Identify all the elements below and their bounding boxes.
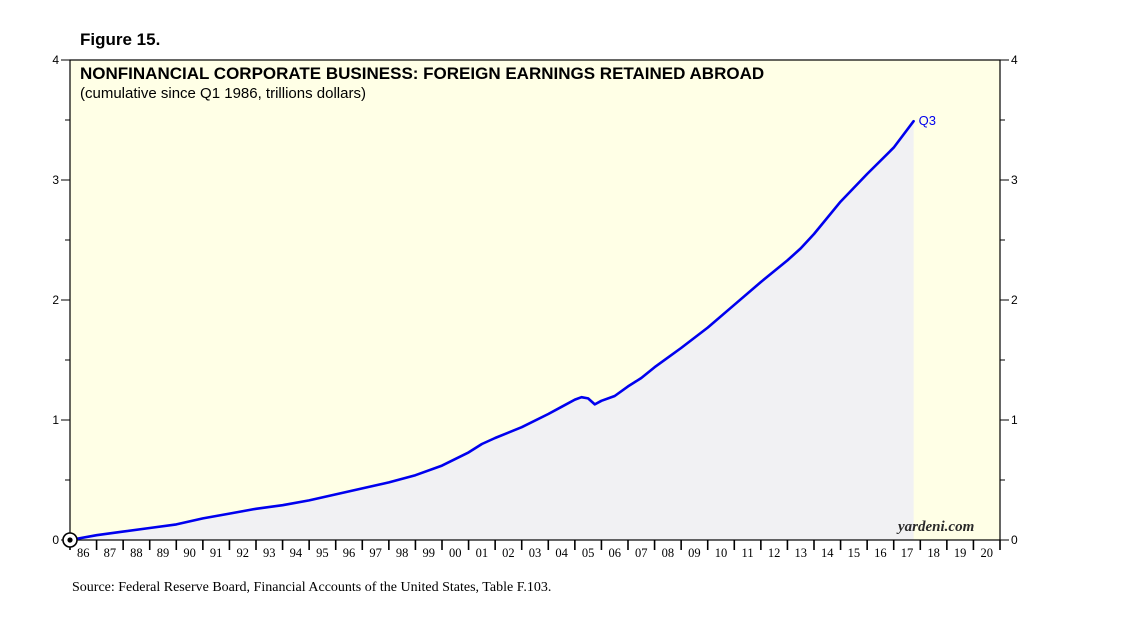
x-tick-label: 94: [290, 546, 303, 560]
y-tick-label-right: 0: [1011, 533, 1018, 547]
y-tick-label-left: 3: [52, 173, 59, 187]
x-tick-label: 02: [502, 546, 515, 560]
series-end-label: Q3: [919, 113, 936, 128]
x-tick-label: 05: [582, 546, 595, 560]
figure-label: Figure 15.: [80, 30, 161, 49]
x-tick-label: 08: [662, 546, 675, 560]
chart-title: NONFINANCIAL CORPORATE BUSINESS: FOREIGN…: [80, 64, 765, 83]
y-tick-label-left: 2: [52, 293, 59, 307]
y-tick-label-left: 0: [52, 533, 59, 547]
x-tick-label: 89: [157, 546, 170, 560]
x-tick-label: 04: [555, 546, 568, 560]
x-tick-label: 95: [316, 546, 329, 560]
x-tick-label: 92: [236, 546, 249, 560]
x-tick-label: 14: [821, 546, 834, 560]
x-tick-label: 13: [794, 546, 807, 560]
x-tick-label: 11: [742, 546, 754, 560]
series-line: [68, 119, 915, 542]
y-tick-label-left: 4: [52, 53, 59, 67]
x-tick-label: 90: [183, 546, 196, 560]
x-tick-label: 03: [529, 546, 542, 560]
x-tick-label: 91: [210, 546, 223, 560]
x-tick-label: 06: [608, 546, 621, 560]
x-tick-label: 19: [954, 546, 967, 560]
x-tick-label: 99: [422, 546, 435, 560]
x-tick-label: 18: [927, 546, 940, 560]
x-tick-label: 86: [77, 546, 90, 560]
x-tick-label: 09: [688, 546, 701, 560]
chart-subtitle: (cumulative since Q1 1986, trillions dol…: [80, 85, 366, 102]
x-tick-label: 96: [343, 546, 356, 560]
source-note: Source: Federal Reserve Board, Financial…: [72, 580, 552, 595]
watermark: yardeni.com: [898, 519, 975, 535]
y-tick-label-right: 1: [1011, 413, 1018, 427]
start-marker-dot: [67, 537, 73, 543]
x-tick-label: 97: [369, 546, 382, 560]
x-tick-label: 07: [635, 546, 648, 560]
x-tick-label: 16: [874, 546, 887, 560]
x-tick-label: 17: [901, 546, 914, 560]
y-tick-label-right: 4: [1011, 53, 1018, 67]
y-tick-label-right: 2: [1011, 293, 1018, 307]
y-tick-label-right: 3: [1011, 173, 1018, 187]
y-tick-label-left: 1: [52, 413, 59, 427]
x-tick-label: 01: [476, 546, 489, 560]
x-tick-label: 12: [768, 546, 781, 560]
x-tick-label: 10: [715, 546, 728, 560]
series-area: [70, 121, 914, 540]
x-tick-label: 15: [848, 546, 861, 560]
x-tick-label: 20: [980, 546, 993, 560]
x-tick-label: 98: [396, 546, 409, 560]
x-tick-label: 88: [130, 546, 143, 560]
x-tick-label: 93: [263, 546, 276, 560]
x-tick-label: 87: [104, 546, 117, 560]
x-tick-label: 00: [449, 546, 462, 560]
